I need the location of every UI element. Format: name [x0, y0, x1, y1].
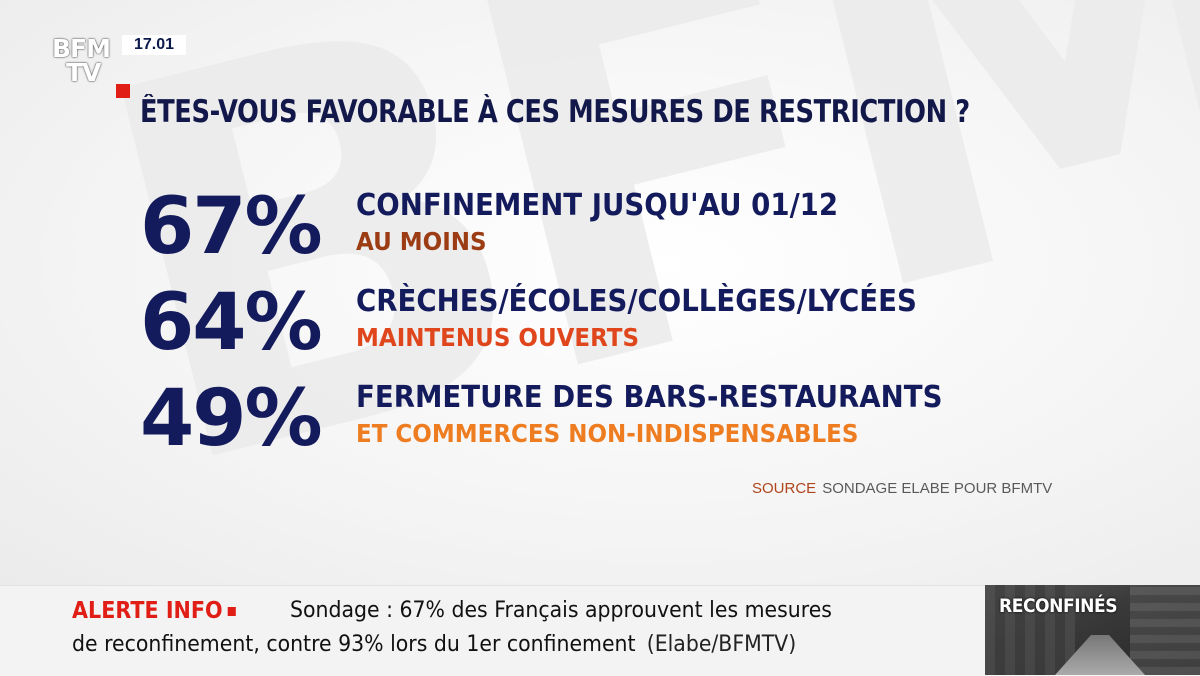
red-square-marker: [116, 84, 130, 98]
thumbnail-building-right: [1130, 585, 1200, 675]
reconfines-thumbnail: RECONFINÉS: [985, 585, 1200, 675]
ticker-credit: (Elabe/BFMTV): [646, 632, 797, 657]
result-percent: 67%: [140, 182, 323, 272]
result-row: 64% CRÈCHES/ÉCOLES/COLLÈGES/LYCÉES MAINT…: [140, 278, 1140, 368]
clock-time: 17.01: [122, 35, 186, 55]
source-line: SOURCE SONDAGE ELABE POUR BFMTV: [752, 480, 1052, 497]
result-label: FERMETURE DES BARS-RESTAURANTS: [356, 380, 943, 415]
alert-info-label: ALERTE INFO: [72, 598, 237, 624]
thumbnail-building: [985, 585, 1075, 675]
result-sublabel: AU MOINS: [356, 227, 487, 256]
ticker-line1: Sondage : 67% des Français approuvent le…: [290, 598, 832, 623]
ticker-line2: de reconfinement, contre 93% lors du 1er…: [72, 632, 796, 657]
result-label: CRÈCHES/ÉCOLES/COLLÈGES/LYCÉES: [356, 284, 917, 319]
result-row: 67% CONFINEMENT JUSQU'AU 01/12 AU MOINS: [140, 182, 1140, 272]
source-label: SOURCE: [752, 480, 817, 497]
result-percent: 49%: [140, 374, 323, 464]
result-row: 49% FERMETURE DES BARS-RESTAURANTS ET CO…: [140, 374, 1140, 464]
logo-line1: BFM: [52, 34, 111, 63]
thumbnail-caption: RECONFINÉS: [999, 595, 1118, 617]
result-label: CONFINEMENT JUSQU'AU 01/12: [356, 188, 839, 223]
news-ticker: ALERTE INFO Sondage : 67% des Français a…: [0, 585, 985, 676]
bfmtv-logo: BFM TV: [52, 34, 116, 90]
result-percent: 64%: [140, 278, 323, 368]
source-value: SONDAGE ELABE POUR BFMTV: [822, 480, 1053, 497]
graphic-background: BFM: [0, 0, 1200, 585]
alert-square-icon: [227, 607, 237, 616]
alert-info-text: ALERTE INFO: [72, 598, 223, 624]
result-sublabel: ET COMMERCES NON-INDISPENSABLES: [356, 419, 859, 448]
result-sublabel: MAINTENUS OUVERTS: [356, 323, 640, 352]
poll-question: ÊTES-VOUS FAVORABLE À CES MESURES DE RES…: [140, 94, 970, 130]
ticker-line2-text: de reconfinement, contre 93% lors du 1er…: [72, 632, 636, 657]
logo-line2: TV: [66, 58, 101, 87]
